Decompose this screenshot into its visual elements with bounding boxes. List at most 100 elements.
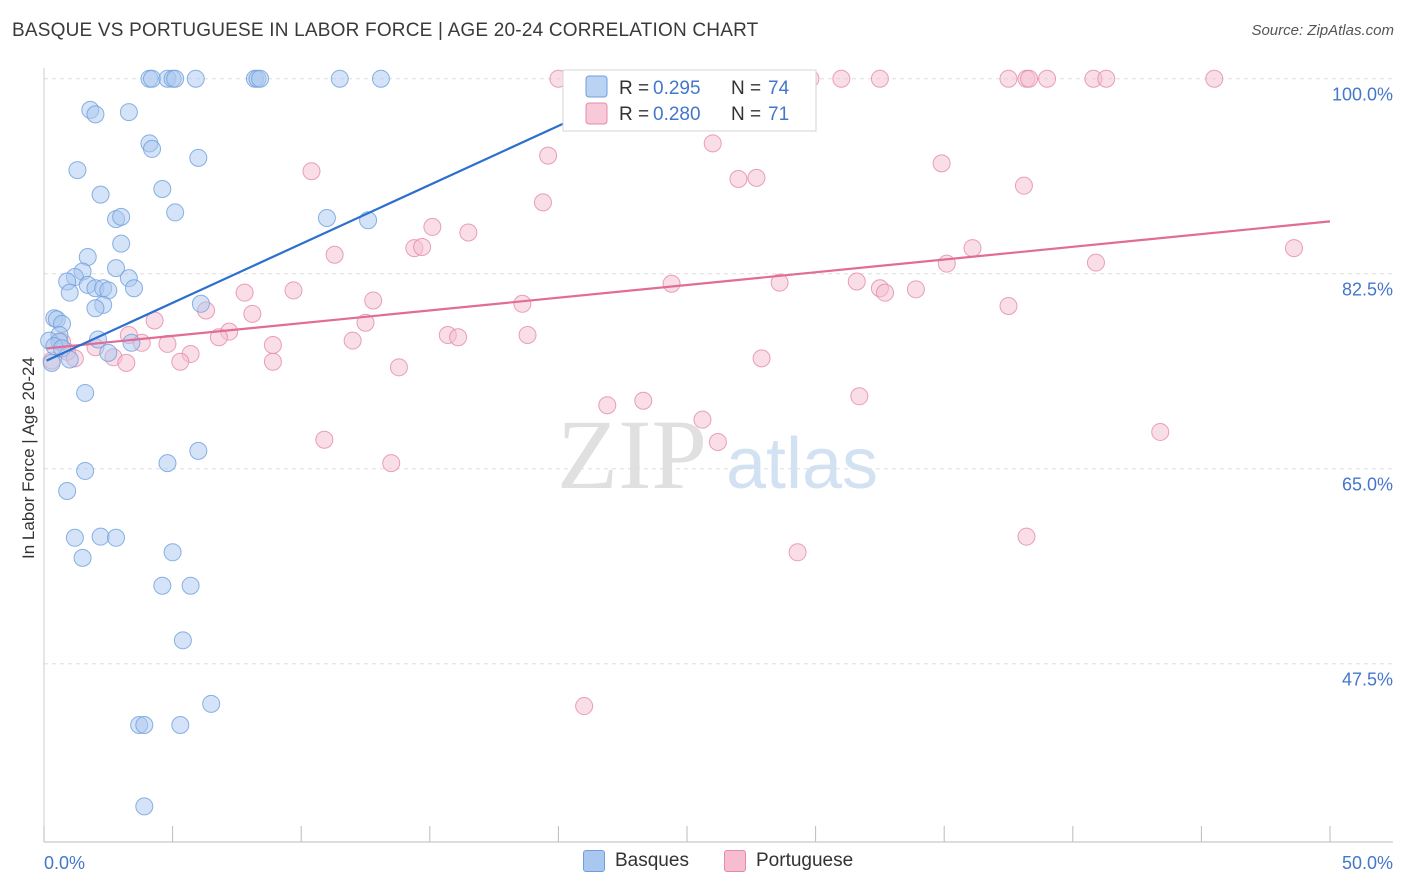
portuguese-point bbox=[389, 358, 408, 377]
basques-point bbox=[60, 283, 79, 302]
portuguese-point bbox=[1014, 176, 1033, 195]
portuguese-point bbox=[662, 274, 681, 293]
basques-point bbox=[143, 69, 162, 88]
basques-point bbox=[112, 207, 131, 226]
portuguese-point bbox=[999, 69, 1018, 88]
basques-point bbox=[65, 528, 84, 547]
basques-point bbox=[166, 69, 185, 88]
basques-point bbox=[251, 69, 270, 88]
basques-point bbox=[73, 548, 92, 567]
portuguese-point bbox=[708, 432, 727, 451]
portuguese-point bbox=[963, 239, 982, 258]
legend-label-basques: Basques bbox=[615, 850, 689, 871]
portuguese-point bbox=[729, 170, 748, 188]
portuguese-point bbox=[847, 272, 866, 291]
portuguese-point bbox=[850, 387, 869, 406]
basques-point bbox=[107, 259, 126, 278]
x-tick-label-min: 0.0% bbox=[44, 853, 85, 873]
basques-point bbox=[163, 543, 182, 562]
y-tick-label: 82.5% bbox=[1342, 280, 1393, 300]
y-tick-label: 47.5% bbox=[1342, 670, 1393, 690]
basques-point bbox=[371, 69, 390, 88]
basques-point bbox=[86, 105, 105, 124]
portuguese-point bbox=[752, 349, 771, 368]
x-tick-label-max: 50.0% bbox=[1342, 853, 1393, 873]
basques-swatch bbox=[583, 850, 605, 872]
portuguese-point bbox=[634, 391, 653, 410]
portuguese-point bbox=[876, 283, 895, 302]
basques-point bbox=[91, 527, 110, 546]
basques-point bbox=[202, 694, 221, 713]
portuguese-point bbox=[932, 154, 951, 173]
basques-trend-line bbox=[46, 77, 662, 362]
basques-point bbox=[166, 203, 185, 222]
basques-point bbox=[171, 716, 190, 734]
portuguese-point bbox=[263, 352, 282, 371]
portuguese-swatch bbox=[724, 850, 746, 872]
portuguese-point bbox=[364, 291, 383, 310]
basques-point bbox=[76, 383, 95, 402]
portuguese-point bbox=[413, 237, 432, 256]
portuguese-point bbox=[906, 280, 925, 299]
basques-point bbox=[189, 148, 208, 167]
portuguese-point bbox=[1038, 69, 1057, 88]
basques-point bbox=[58, 482, 77, 500]
basques-point bbox=[330, 69, 349, 88]
basques-point bbox=[317, 209, 336, 227]
legend-r-value-blue: 0.295 bbox=[653, 78, 701, 99]
source-label: Source: ZipAtlas.com bbox=[1251, 22, 1394, 39]
y-axis-label: In Labor Force | Age 20-24 bbox=[19, 357, 38, 559]
legend-r-label-pink: R = bbox=[619, 104, 649, 125]
portuguese-point bbox=[243, 304, 262, 323]
portuguese-point bbox=[284, 281, 303, 300]
legend-blue-swatch bbox=[585, 75, 608, 98]
portuguese-trend-line bbox=[46, 220, 1331, 350]
legend-n-label-blue: N = bbox=[731, 78, 761, 99]
portuguese-point bbox=[575, 697, 594, 716]
legend-n-label-pink: N = bbox=[731, 104, 761, 125]
basques-point bbox=[173, 631, 192, 650]
legend-n-value-pink: 71 bbox=[768, 104, 789, 125]
basques-point bbox=[125, 279, 144, 298]
stats-legend: R = 0.295 N = 74 R = 0.280 N = 71 bbox=[562, 69, 817, 132]
portuguese-point bbox=[747, 168, 766, 187]
basques-point bbox=[181, 576, 200, 595]
basques-point bbox=[91, 185, 110, 204]
portuguese-point bbox=[263, 336, 282, 355]
basques-point bbox=[135, 797, 154, 816]
series-legend: Basques Portuguese bbox=[0, 850, 1406, 880]
basques-point bbox=[186, 69, 205, 88]
portuguese-point bbox=[513, 294, 532, 313]
legend-item-basques: Basques bbox=[583, 850, 689, 872]
legend-r-label-blue: R = bbox=[619, 78, 649, 99]
portuguese-point bbox=[459, 223, 478, 242]
portuguese-point bbox=[1086, 253, 1105, 272]
y-tick-label: 65.0% bbox=[1342, 475, 1393, 495]
portuguese-point bbox=[423, 217, 442, 236]
portuguese-point bbox=[533, 193, 552, 212]
portuguese-point bbox=[598, 396, 617, 415]
portuguese-point bbox=[788, 543, 807, 562]
portuguese-point bbox=[356, 313, 375, 332]
portuguese-point bbox=[325, 245, 344, 264]
basques-point bbox=[119, 103, 138, 122]
legend-item-portuguese: Portuguese bbox=[724, 850, 853, 872]
portuguese-point bbox=[382, 454, 401, 473]
basques-point bbox=[99, 343, 118, 362]
portuguese-point bbox=[1017, 527, 1036, 546]
portuguese-point bbox=[117, 353, 136, 372]
watermark-atlas: atlas bbox=[726, 424, 878, 504]
portuguese-point bbox=[1151, 422, 1170, 441]
portuguese-point bbox=[703, 134, 722, 153]
watermark-zip: ZIP bbox=[557, 399, 707, 510]
basques-point bbox=[143, 139, 162, 158]
portuguese-point bbox=[539, 146, 558, 165]
basques-point bbox=[112, 234, 131, 253]
basques-point bbox=[189, 441, 208, 460]
portuguese-point bbox=[693, 410, 712, 429]
portuguese-point bbox=[1020, 69, 1039, 88]
portuguese-point bbox=[870, 69, 889, 88]
portuguese-point bbox=[449, 328, 468, 347]
portuguese-point bbox=[999, 297, 1018, 316]
portuguese-point bbox=[1097, 69, 1116, 88]
